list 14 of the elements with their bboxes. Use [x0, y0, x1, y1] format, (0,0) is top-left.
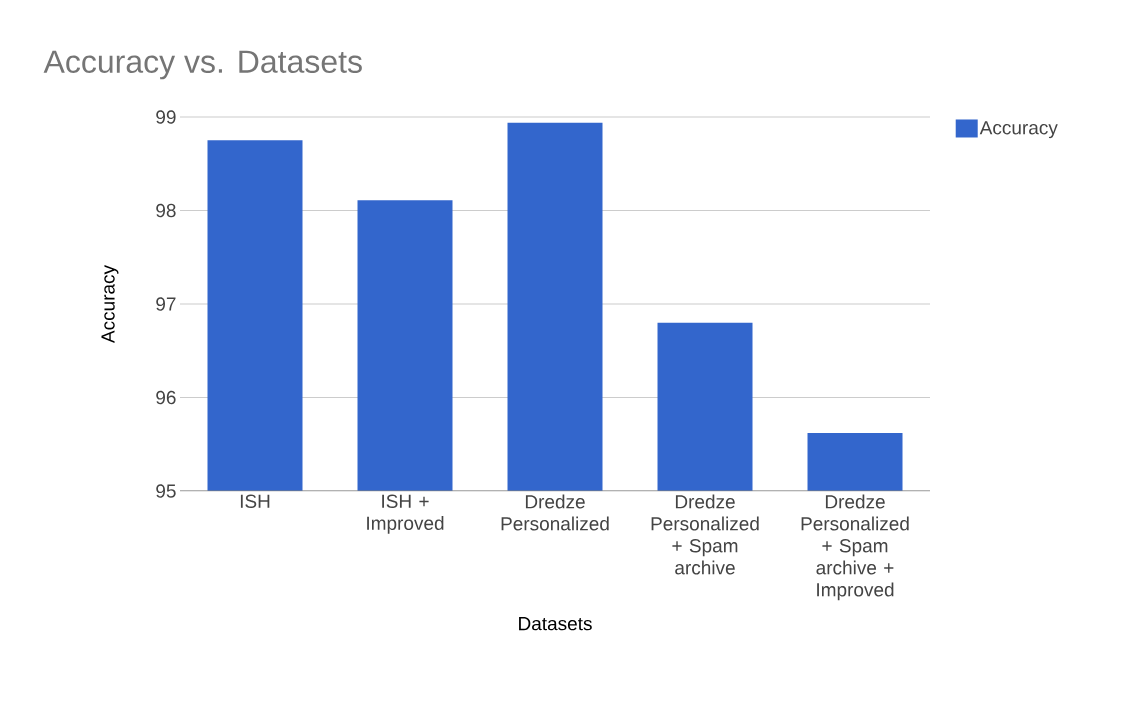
- x-tick-label: Dredze Personalized + Spam archive + Improved: [801, 494, 909, 601]
- y-tick-label: 99: [156, 110, 176, 124]
- y-axis-title: Accuracy: [101, 264, 119, 344]
- y-tick-label: 95: [156, 484, 176, 498]
- y-tick-label: 98: [156, 203, 176, 218]
- x-tick-label: Dredze Personalized + Spam archive: [651, 494, 759, 575]
- x-tick-label: ISH + Improved: [367, 494, 444, 534]
- chart-title: Accuracy vs. Datasets: [43, 50, 362, 80]
- x-tick-label: ISH: [240, 494, 270, 508]
- x-tick-label: Dredze Personalized: [501, 494, 609, 531]
- legend-label: Accuracy: [979, 121, 1058, 139]
- x-axis-title: Datasets: [519, 617, 592, 631]
- y-tick-label: 97: [156, 297, 176, 311]
- y-tick-label: 96: [156, 390, 176, 405]
